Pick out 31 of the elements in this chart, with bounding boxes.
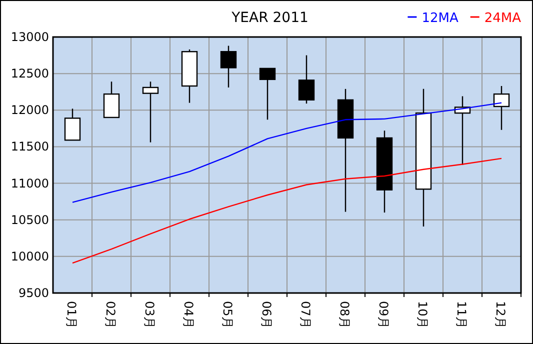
chart-title: YEAR 2011 [230, 10, 308, 26]
x-tick-label: 01月 [64, 301, 78, 328]
x-tick-label: 05月 [220, 301, 234, 328]
x-tick-label: 06月 [260, 301, 274, 328]
y-tick-label: 10000 [10, 249, 49, 264]
y-tick-label: 11500 [10, 140, 49, 154]
y-tick-label: 12500 [10, 66, 49, 81]
x-tick-label: 09月 [376, 301, 390, 328]
x-tick-label: 08月 [338, 301, 352, 328]
y-tick-label: 11000 [10, 176, 49, 190]
y-tick-label: 13000 [10, 30, 49, 44]
candlestick [298, 54, 315, 104]
candlestick [493, 85, 510, 130]
candlestick [220, 45, 237, 88]
candlestick [64, 108, 81, 141]
x-tick-label: 04月 [182, 301, 196, 328]
candlestick [259, 68, 276, 120]
y-tick-label: 12000 [10, 103, 49, 118]
x-tick-label: 12月 [494, 301, 508, 328]
x-tick-label: 11月 [454, 301, 468, 328]
x-tick-label: 07月 [298, 301, 312, 328]
x-tick-label: 10月 [416, 301, 430, 328]
legend-label: 12MA [422, 11, 458, 26]
x-tick-label: 02月 [104, 301, 118, 328]
candlestick [142, 81, 159, 143]
line-series [72, 158, 502, 264]
legend-label: 24MA [484, 11, 522, 26]
x-tick-label: 03月 [142, 301, 156, 328]
candlestick [103, 81, 120, 118]
y-tick-label: 9500 [18, 286, 49, 300]
y-tick-label: 10500 [10, 212, 49, 227]
